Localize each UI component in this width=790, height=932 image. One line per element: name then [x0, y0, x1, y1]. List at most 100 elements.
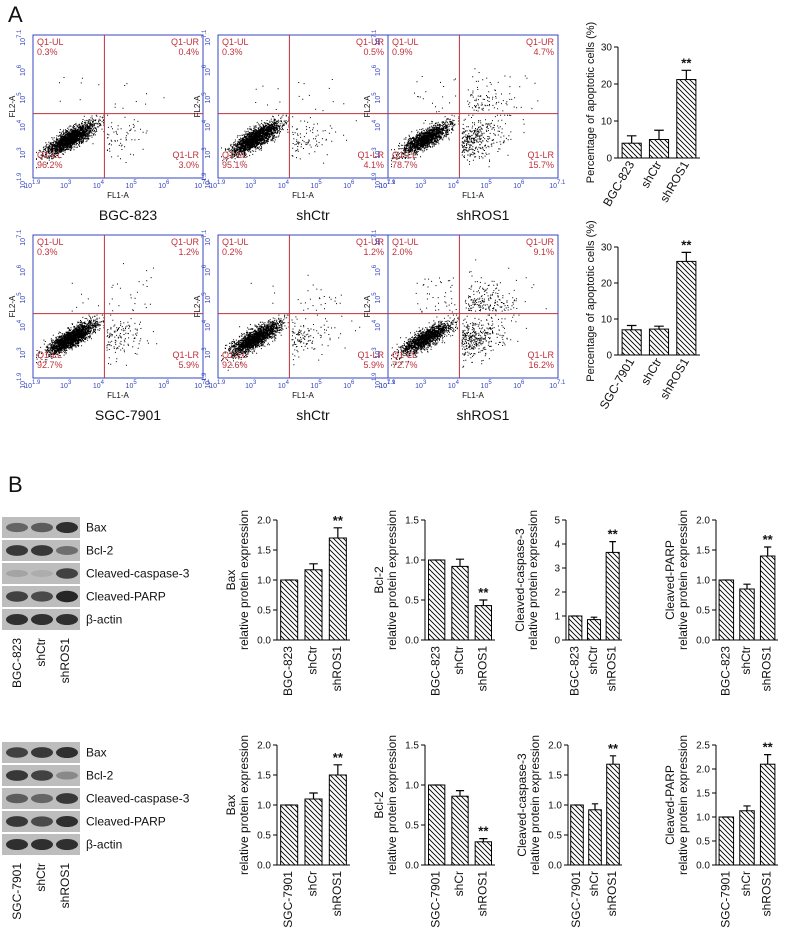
- error-bar: [479, 599, 488, 606]
- y-tick-base: 10: [375, 181, 382, 189]
- y-tick-base: 10: [205, 151, 212, 159]
- x-tick-exp: 7.1: [387, 180, 396, 186]
- y-axis-label: Bcl-2: [372, 566, 386, 594]
- y-tick-base: 10: [20, 351, 27, 359]
- y-axis-label: Cleaved-PARP: [663, 765, 677, 845]
- bar: [648, 328, 670, 356]
- bar: [451, 565, 469, 641]
- y-tick-label: 0.0: [548, 861, 562, 872]
- quadrant-name: Q1-UL: [222, 237, 249, 247]
- x-tick-base: 10: [278, 183, 286, 190]
- y-tick-label: 1.0: [548, 801, 562, 812]
- quadrant-percent: 1.2%: [363, 247, 384, 257]
- quadrant-name: Q1-LR: [172, 350, 199, 360]
- event-dots: [298, 79, 345, 112]
- event-dots: [414, 76, 457, 113]
- quadrant-percent: 3.0%: [178, 160, 199, 170]
- x-tick-label: SGC-7901: [281, 871, 295, 928]
- plot-frame: [32, 234, 204, 379]
- y-tick-exp: 6: [17, 264, 23, 268]
- y-tick-exp: 4: [202, 319, 208, 323]
- x-tick-label: shCtr: [306, 646, 320, 675]
- quadrant-percent: 92.6%: [222, 360, 248, 370]
- x-tick-base: 10: [379, 383, 387, 390]
- error-bar: [764, 754, 772, 765]
- plot-caption: BGC-823: [99, 207, 158, 223]
- x-tick-label: shCtr: [452, 646, 466, 675]
- x-tick-base: 10: [513, 183, 521, 190]
- quadrant-percent: 96.2%: [37, 160, 63, 170]
- y-tick-label: 2.5: [696, 741, 710, 752]
- x-tick-exp: 1.9: [217, 180, 226, 186]
- blot-band: [31, 793, 53, 804]
- event-dots: [461, 114, 525, 168]
- quadrant-name: Q1-UL: [37, 37, 64, 47]
- quadrant-name: Q1-LR: [357, 150, 384, 160]
- blot-band: [31, 570, 53, 577]
- event-dots: [221, 314, 290, 371]
- y-tick-exp: 6: [372, 264, 378, 268]
- protein-label: Cleaved-PARP: [86, 815, 166, 829]
- y-tick-exp: 4: [202, 119, 208, 123]
- x-tick-base: 10: [343, 383, 351, 390]
- x-tick-label: BGC-823: [429, 646, 443, 696]
- x-tick-exp: 1.9: [387, 380, 396, 386]
- x-tick-label: shCr: [306, 871, 320, 896]
- bar: [739, 588, 755, 641]
- x-tick-base: 10: [448, 183, 456, 190]
- y-axis-label: relative protein expression: [676, 735, 690, 875]
- x-tick-exp: 7.1: [557, 380, 566, 386]
- event-dots: [114, 83, 165, 109]
- x-tick-base: 10: [209, 183, 217, 190]
- bar: [621, 142, 642, 159]
- quadrant-name: Q1-LL: [37, 150, 62, 160]
- x-tick-base: 10: [93, 383, 101, 390]
- error-bar: [479, 838, 488, 842]
- y-tick-label: 1.5: [405, 741, 419, 752]
- event-dots: [297, 274, 342, 311]
- x-tick-base: 10: [158, 183, 166, 190]
- y-tick-exp: 4: [17, 319, 23, 323]
- x-tick-base: 10: [379, 183, 387, 190]
- x-tick-base: 10: [549, 183, 557, 190]
- bar: [280, 579, 299, 641]
- y-tick-base: 10: [375, 96, 382, 104]
- quadrant-name: Q1-UL: [392, 237, 419, 247]
- x-tick-exp: 4: [101, 380, 105, 386]
- y-tick-exp: 3: [202, 347, 208, 351]
- quadrant-percent: 0.4%: [178, 47, 199, 57]
- x-tick-label: SGC-7901: [597, 355, 638, 411]
- y-tick-base: 10: [375, 351, 382, 359]
- x-tick-base: 10: [481, 183, 489, 190]
- x-tick-label: shCtr: [739, 646, 753, 675]
- error-bar: [626, 135, 637, 144]
- y-tick-base: 10: [375, 381, 382, 389]
- panel-label: B: [8, 472, 23, 497]
- x-tick-exp: 6: [351, 180, 355, 186]
- y-tick-base: 10: [205, 181, 212, 189]
- y-tick-label: 0: [554, 636, 560, 647]
- x-tick-label: BGC-823: [281, 646, 295, 696]
- y-axis-label: relative protein expression: [385, 510, 399, 650]
- y-tick-label: 0.0: [257, 636, 271, 647]
- x-tick-exp: 3: [68, 380, 72, 386]
- x-tick-label: shROS1: [760, 871, 774, 917]
- y-tick-label: 0.0: [696, 636, 710, 647]
- quadrant-percent: 4.1%: [363, 160, 384, 170]
- x-tick-base: 10: [278, 383, 286, 390]
- error-bar: [609, 755, 617, 765]
- y-tick-exp: 1.9: [372, 172, 378, 181]
- quadrant-percent: 2.0%: [392, 247, 413, 257]
- quadrant-name: Q1-UR: [526, 237, 555, 247]
- y-tick-exp: 6: [202, 264, 208, 268]
- x-tick-base: 10: [379, 183, 387, 190]
- y-tick-label: 0.5: [696, 606, 710, 617]
- bar: [605, 551, 620, 641]
- y-axis-label: relative protein expression: [385, 735, 399, 875]
- significance: **: [681, 237, 692, 252]
- error-bar: [590, 616, 598, 620]
- blot-band: [56, 793, 78, 804]
- y-tick-label: 0.0: [405, 861, 419, 872]
- y-tick-label: 20: [601, 279, 613, 290]
